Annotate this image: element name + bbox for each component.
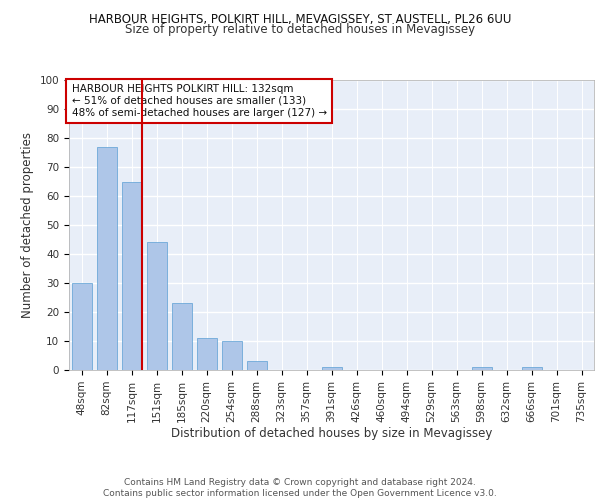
Bar — [172, 304, 191, 370]
Text: Size of property relative to detached houses in Mevagissey: Size of property relative to detached ho… — [125, 22, 475, 36]
Bar — [322, 367, 341, 370]
X-axis label: Distribution of detached houses by size in Mevagissey: Distribution of detached houses by size … — [171, 428, 492, 440]
Bar — [197, 338, 217, 370]
Text: HARBOUR HEIGHTS, POLKIRT HILL, MEVAGISSEY, ST AUSTELL, PL26 6UU: HARBOUR HEIGHTS, POLKIRT HILL, MEVAGISSE… — [89, 12, 511, 26]
Bar — [97, 146, 116, 370]
Bar — [247, 362, 266, 370]
Bar — [146, 242, 167, 370]
Bar — [71, 283, 91, 370]
Bar — [221, 341, 241, 370]
Text: Contains HM Land Registry data © Crown copyright and database right 2024.
Contai: Contains HM Land Registry data © Crown c… — [103, 478, 497, 498]
Bar — [521, 367, 542, 370]
Text: HARBOUR HEIGHTS POLKIRT HILL: 132sqm
← 51% of detached houses are smaller (133)
: HARBOUR HEIGHTS POLKIRT HILL: 132sqm ← 5… — [71, 84, 327, 117]
Y-axis label: Number of detached properties: Number of detached properties — [21, 132, 34, 318]
Bar — [121, 182, 142, 370]
Bar — [472, 367, 491, 370]
